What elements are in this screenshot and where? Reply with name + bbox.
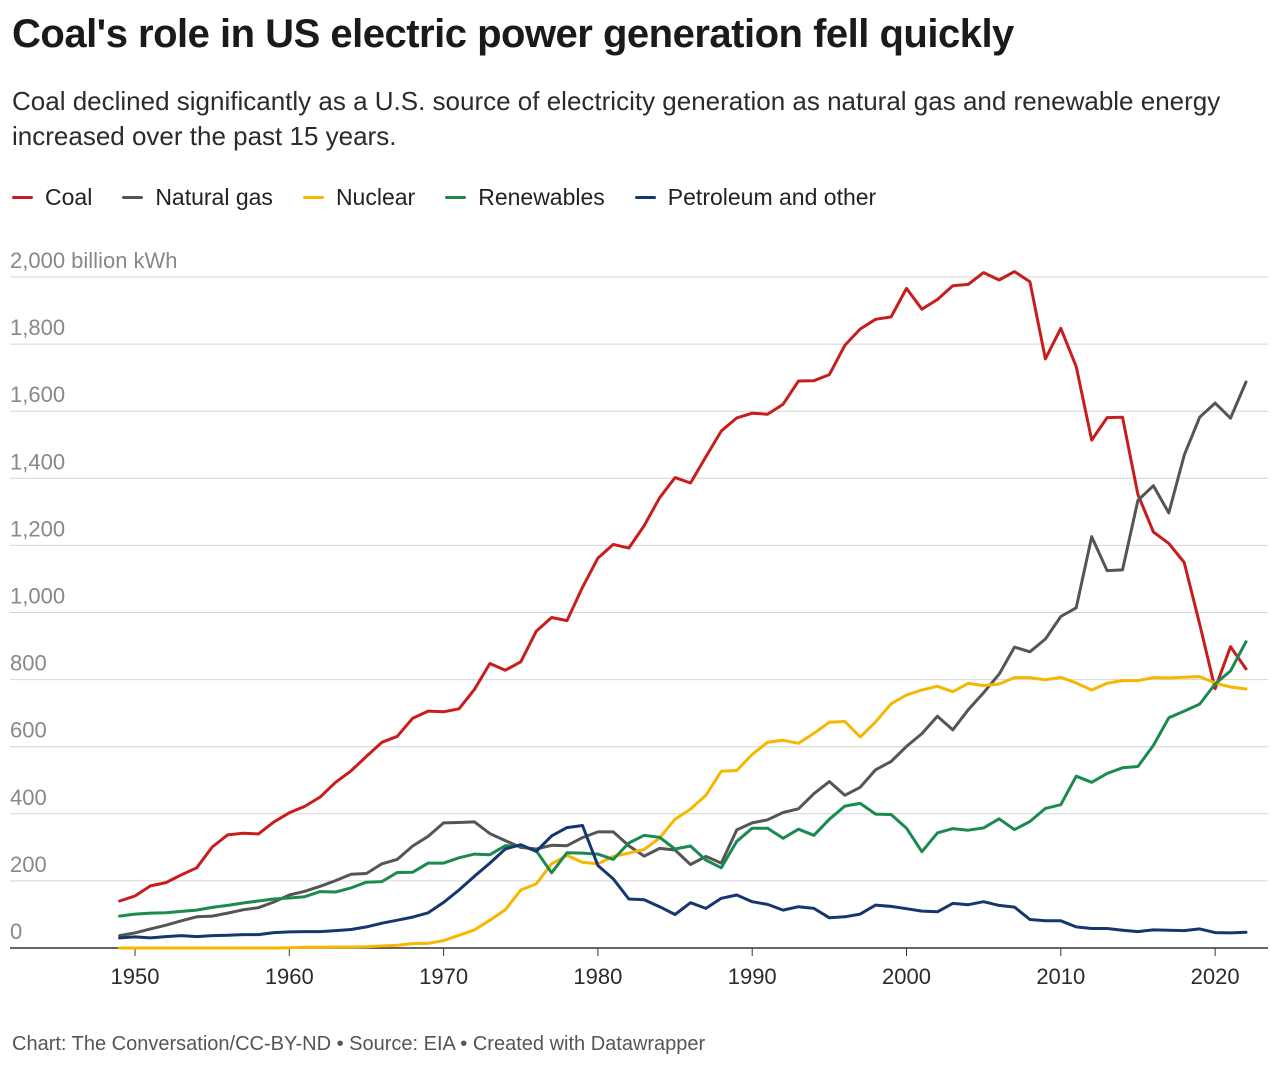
legend-label-natural-gas: Natural gas bbox=[155, 184, 273, 210]
y-tick-label: 400 bbox=[10, 785, 47, 810]
y-tick-label: 2,000 billion kWh bbox=[10, 248, 178, 273]
legend-swatch-coal bbox=[12, 196, 33, 199]
legend-swatch-nuclear bbox=[302, 196, 324, 199]
x-tick-label: 1950 bbox=[111, 964, 160, 989]
y-tick-label: 0 bbox=[10, 919, 22, 944]
legend-swatch-renewables bbox=[445, 196, 467, 199]
legend-item-natural-gas: Natural gas bbox=[122, 184, 273, 211]
y-tick-label: 1,600 bbox=[10, 382, 65, 407]
y-tick-label: 1,400 bbox=[10, 449, 65, 474]
gridlines bbox=[10, 276, 1268, 949]
legend-item-nuclear: Nuclear bbox=[302, 184, 416, 211]
x-tick-label: 2010 bbox=[1036, 964, 1085, 989]
series-lines bbox=[118, 270, 1248, 950]
legend-swatch-petroleum bbox=[634, 196, 656, 199]
x-tick-label: 1960 bbox=[265, 964, 314, 989]
chart-subtitle: Coal declined significantly as a U.S. so… bbox=[12, 86, 1221, 151]
series-line-natural-gas bbox=[118, 380, 1248, 938]
legend-label-renewables: Renewables bbox=[478, 184, 605, 210]
y-tick-label: 200 bbox=[10, 852, 47, 877]
chart-footer: Chart: The Conversation/CC-BY-ND • Sourc… bbox=[12, 1033, 706, 1055]
y-tick-label: 800 bbox=[10, 651, 47, 676]
y-axis-ticks: 0 200 400 600 800 1,000 1,200 1,400 1,600 1,800 2,… bbox=[10, 248, 178, 944]
chart-title: Coal's role in US electric power generat… bbox=[12, 12, 1014, 56]
x-tick-label: 2000 bbox=[882, 964, 931, 989]
line-chart: 0 200 400 600 800 1,000 1,200 1,400 1,600 1,800 2,… bbox=[10, 248, 1268, 989]
legend-label-coal: Coal bbox=[45, 184, 93, 210]
y-tick-label: 1,000 bbox=[10, 584, 65, 609]
legend-swatch-natural-gas bbox=[122, 196, 144, 199]
series-line-renewables bbox=[118, 640, 1248, 918]
series-line-coal bbox=[118, 270, 1248, 903]
legend-label-petroleum: Petroleum and other bbox=[667, 184, 877, 210]
legend-label-nuclear: Nuclear bbox=[335, 184, 416, 210]
legend-item-petroleum: Petroleum and other bbox=[634, 184, 877, 211]
y-tick-label: 1,800 bbox=[10, 315, 65, 340]
legend-item-coal: Coal bbox=[12, 184, 92, 211]
y-tick-label: 600 bbox=[10, 718, 47, 743]
legend-item-renewables: Renewables bbox=[445, 184, 605, 211]
legend: Coal Natural gas Nuclear Renewables Petr… bbox=[12, 184, 876, 211]
series-line-nuclear bbox=[118, 675, 1248, 950]
x-axis-ticks: 1950 1960 1970 1980 1990 2000 2010 2020 bbox=[111, 948, 1240, 989]
y-tick-label: 1,200 bbox=[10, 516, 65, 541]
x-tick-label: 1970 bbox=[419, 964, 468, 989]
x-tick-label: 1980 bbox=[573, 964, 622, 989]
x-tick-label: 1990 bbox=[728, 964, 777, 989]
series-line-petroleum-and-other bbox=[118, 824, 1248, 940]
x-tick-label: 2020 bbox=[1191, 964, 1240, 989]
